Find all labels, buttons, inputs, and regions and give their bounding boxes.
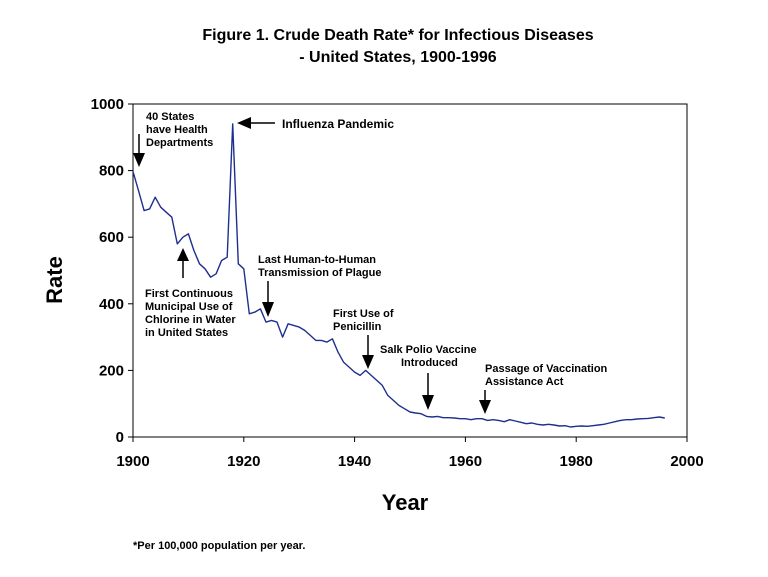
annotation-plague: Last Human-to-Human Transmission of Plag… (258, 254, 381, 317)
annotation-text: Influenza Pandemic (282, 117, 394, 131)
annotation-text: Municipal Use of (145, 301, 233, 313)
annotation-text: Last Human-to-Human (258, 254, 376, 266)
annotation-arrow-head (362, 355, 374, 369)
annotation-text: First Use of (333, 308, 394, 320)
annotation-text: Transmission of Plague (258, 267, 381, 279)
annotation-text: have Health (146, 124, 208, 136)
y-tick-label: 0 (116, 429, 124, 446)
annotation-state-health-departments: 40 States have Health Departments (133, 111, 213, 167)
annotation-text: Assistance Act (485, 376, 564, 388)
x-tick-label: 1940 (338, 453, 371, 470)
y-tick-label: 1000 (91, 96, 124, 113)
annotation-text: First Continuous (145, 288, 233, 300)
annotation-arrow-head (479, 400, 491, 414)
chart-title-line-1: Figure 1. Crude Death Rate* for Infectio… (202, 27, 593, 44)
y-axis-ticks: 0 200 400 600 800 1000 (91, 96, 133, 446)
annotation-arrow-head (262, 302, 274, 317)
y-tick-label: 200 (99, 362, 124, 379)
y-tick-label: 600 (99, 229, 124, 246)
annotation-penicillin: First Use of Penicillin (333, 308, 394, 369)
annotation-text: Chlorine in Water (145, 314, 236, 326)
plot-area-frame (132, 103, 688, 438)
annotation-text: Departments (146, 137, 213, 149)
y-tick-label: 800 (99, 163, 124, 180)
x-tick-label: 1920 (227, 453, 260, 470)
y-tick-label: 400 (99, 296, 124, 313)
annotation-vaccination-assistance-act: Passage of Vaccination Assistance Act (479, 363, 608, 414)
y-axis-label: Rate (42, 256, 67, 304)
annotation-polio-vaccine: Salk Polio Vaccine Introduced (380, 344, 477, 410)
x-tick-label: 1960 (449, 453, 482, 470)
annotation-chlorine-water: First Continuous Municipal Use of Chlori… (145, 248, 236, 339)
annotation-text: Salk Polio Vaccine (380, 344, 477, 356)
footnote: *Per 100,000 population per year. (133, 540, 305, 552)
annotation-text: Penicillin (333, 321, 382, 333)
annotation-text: Introduced (401, 357, 458, 369)
x-tick-label: 1900 (116, 453, 149, 470)
annotation-text: in United States (145, 327, 228, 339)
x-tick-label: 2000 (670, 453, 703, 470)
x-axis-ticks: 1900 1920 1940 1960 1980 2000 (116, 437, 704, 470)
annotation-text: Passage of Vaccination (485, 363, 608, 375)
annotation-influenza-pandemic: Influenza Pandemic (237, 117, 394, 131)
annotation-text: 40 States (146, 111, 194, 123)
annotation-arrow-head (422, 395, 434, 410)
x-tick-label: 1980 (560, 453, 593, 470)
annotation-arrow-head (133, 153, 145, 167)
x-axis-label: Year (382, 490, 429, 515)
chart-title-line-2: - United States, 1900-1996 (299, 49, 497, 66)
annotation-arrow-head (237, 117, 251, 129)
annotation-arrow-head (177, 248, 189, 261)
series-line-death-rate (132, 123, 665, 428)
